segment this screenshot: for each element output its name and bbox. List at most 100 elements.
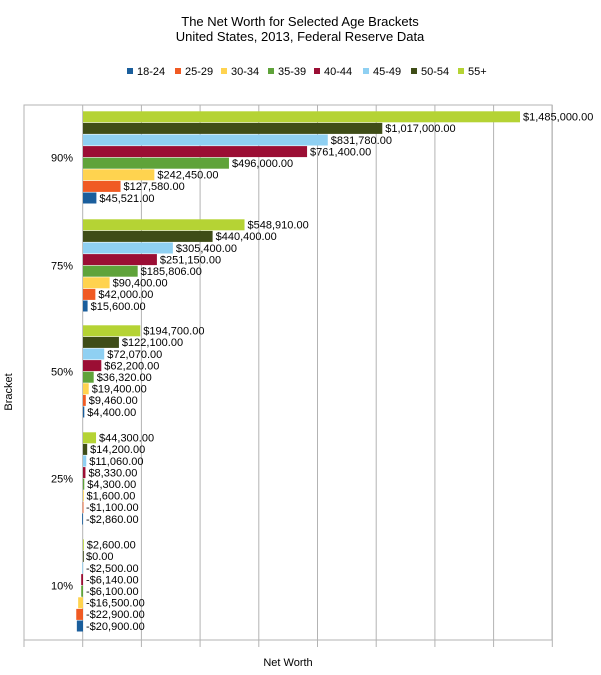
bar — [83, 192, 97, 204]
data-label: -$22,900.00 — [86, 609, 145, 621]
bar — [83, 406, 85, 418]
bar — [83, 371, 94, 383]
bar — [83, 134, 328, 146]
data-label: $9,460.00 — [89, 395, 138, 407]
data-label: $194,700.00 — [143, 326, 204, 338]
bar — [83, 146, 308, 158]
category-label: 10% — [51, 580, 73, 592]
legend-swatch — [363, 68, 369, 74]
data-label: $2,600.00 — [87, 540, 136, 552]
y-axis-title: Bracket — [3, 373, 15, 410]
data-label: $440,400.00 — [216, 231, 277, 243]
bar — [78, 597, 83, 609]
data-label: $242,450.00 — [157, 170, 218, 182]
data-label: $1,017,000.00 — [385, 123, 455, 135]
data-label: $45,521.00 — [99, 193, 154, 205]
legend-swatch — [268, 68, 274, 74]
data-label: $62,200.00 — [104, 360, 159, 372]
data-label: -$2,860.00 — [86, 514, 139, 526]
legend-label: 18-24 — [137, 66, 165, 78]
data-label: $4,300.00 — [87, 479, 136, 491]
data-label: $19,400.00 — [92, 384, 147, 396]
bar — [83, 539, 84, 551]
data-label: $127,580.00 — [124, 181, 185, 193]
bars-group — [76, 111, 520, 632]
bar — [83, 277, 110, 289]
bar — [83, 300, 88, 312]
bar — [83, 467, 86, 479]
bar — [83, 169, 155, 181]
gridlines — [23, 104, 553, 647]
legend-swatch — [314, 68, 320, 74]
data-label: $72,070.00 — [107, 349, 162, 361]
bar-labels-group: $1,485,000.00 $1,017,000.00$831,780.00$76… — [86, 112, 593, 633]
data-label: $1,600.00 — [86, 491, 135, 503]
data-label: -$6,140.00 — [86, 574, 139, 586]
data-label: $36,320.00 — [97, 372, 152, 384]
bar — [76, 608, 83, 620]
data-label: $122,100.00 — [122, 337, 183, 349]
legend-label: 50-54 — [421, 66, 449, 78]
bar — [83, 180, 121, 192]
bar — [83, 490, 84, 502]
data-label: $548,910.00 — [248, 220, 309, 232]
legend-label: 55+ — [468, 66, 487, 78]
bar — [82, 513, 83, 525]
data-label: $761,400.00 — [310, 146, 371, 158]
data-label: -$1,100.00 — [86, 502, 139, 514]
bar — [83, 219, 245, 231]
data-label: $251,150.00 — [160, 254, 221, 266]
data-label: -$20,900.00 — [86, 621, 145, 633]
data-label: $4,400.00 — [87, 407, 136, 419]
data-label: -$16,500.00 — [86, 598, 145, 610]
data-label: -$6,100.00 — [86, 586, 139, 598]
data-label: $11,060.00 — [89, 456, 143, 468]
chart-title: The Net Worth for Selected Age Brackets — [181, 14, 419, 29]
category-labels: 90% 75% 50% 25% 10% — [51, 152, 73, 592]
legend-swatch — [458, 68, 464, 74]
data-label: $42,000.00 — [98, 289, 153, 301]
bar — [83, 111, 520, 123]
bar — [81, 574, 83, 586]
bar — [83, 336, 119, 348]
chart-subtitle: United States, 2013, Federal Reserve Dat… — [176, 29, 425, 44]
category-label: 50% — [51, 366, 73, 378]
legend-label: 35-39 — [278, 66, 306, 78]
bar — [83, 242, 173, 254]
bar — [82, 501, 84, 513]
bar — [83, 254, 157, 266]
data-label: $0.00 — [86, 551, 114, 563]
legend-label: 40-44 — [324, 66, 352, 78]
data-label: $496,000.00 — [232, 158, 293, 170]
bar — [83, 348, 105, 360]
bar — [83, 478, 85, 490]
legend-label: 45-49 — [373, 66, 401, 78]
bar — [83, 443, 88, 455]
bar — [83, 432, 97, 444]
data-label: $15,600.00 — [91, 301, 146, 313]
category-label: 25% — [51, 473, 73, 485]
data-label: $8,330.00 — [88, 467, 137, 479]
legend-label: 25-29 — [185, 66, 213, 78]
bar — [83, 122, 383, 134]
bar — [82, 562, 84, 574]
bar — [83, 383, 89, 395]
category-label: 75% — [51, 260, 73, 272]
data-label: $14,200.00 — [90, 444, 145, 456]
legend-label: 30-34 — [231, 66, 259, 78]
legend: 18-24 25-29 30-34 35-39 40-44 45-49 50-54 55+ — [127, 66, 487, 78]
bar — [83, 288, 96, 300]
bar — [83, 157, 229, 169]
data-label: $90,400.00 — [113, 278, 168, 290]
bar — [83, 230, 213, 242]
bar — [76, 620, 83, 632]
data-label: $1,485,000.00 — [523, 112, 593, 124]
legend-swatch — [175, 68, 181, 74]
bar — [81, 585, 83, 597]
bar — [83, 394, 86, 406]
data-label: $831,780.00 — [331, 135, 392, 147]
x-axis-title: Net Worth — [263, 657, 312, 669]
category-label: 90% — [51, 152, 73, 164]
legend-swatch — [221, 68, 227, 74]
